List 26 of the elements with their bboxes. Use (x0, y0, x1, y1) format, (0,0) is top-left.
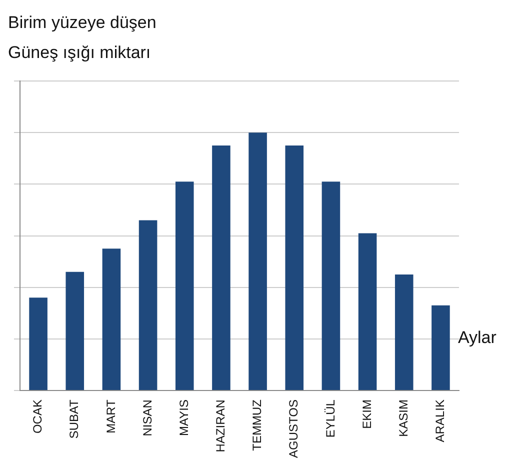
x-axis-title: Aylar (458, 328, 496, 348)
bar (285, 145, 304, 390)
x-tick-label: EYLÜL (323, 399, 338, 438)
bar (248, 132, 267, 390)
x-tick-label: KASIM (396, 400, 410, 437)
x-tick-label: SUBAT (67, 398, 82, 439)
bar (212, 145, 230, 390)
bar (358, 233, 377, 390)
x-tick-label: MAYIS (176, 400, 191, 436)
bar (102, 248, 121, 390)
x-tick-label: HAZIRAN (214, 400, 228, 452)
bar (138, 220, 158, 390)
bar (394, 274, 414, 390)
bar (175, 182, 194, 390)
y-axis-title: Birim yüzeye düşen Güneş ışığı miktarı (8, 12, 156, 64)
x-tick-label: AGUSTOS (286, 400, 301, 458)
bar (29, 298, 48, 390)
x-tick-label: TEMMUZ (250, 400, 264, 451)
x-tick-label: MART (104, 398, 118, 434)
x-tick-label: ARALIK (433, 400, 448, 442)
bar (432, 305, 450, 390)
bar (66, 272, 84, 390)
x-tick-label: NISAN (140, 400, 154, 436)
x-tick-label: OCAK (30, 400, 45, 434)
x-tick-label: EKIM (360, 400, 374, 429)
bar (322, 182, 340, 390)
